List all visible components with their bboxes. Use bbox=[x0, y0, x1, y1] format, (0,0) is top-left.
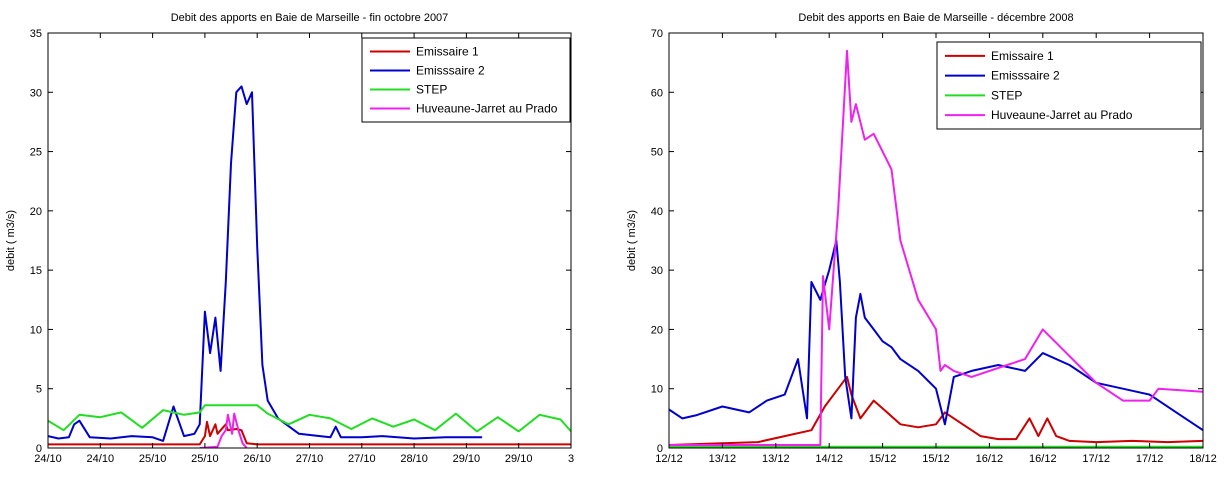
x-tick-label: 28/10 bbox=[400, 453, 428, 465]
y-tick-label: 50 bbox=[651, 147, 663, 159]
x-tick-label: 27/10 bbox=[348, 453, 376, 465]
legend-label-2: Emisssaire 2 bbox=[416, 64, 485, 78]
x-tick-label: 24/10 bbox=[34, 453, 62, 465]
y-tick-label: 5 bbox=[36, 384, 42, 396]
series-group bbox=[48, 85, 571, 448]
x-tick-label: 25/10 bbox=[191, 453, 219, 465]
x-tick-label: 25/10 bbox=[139, 453, 167, 465]
y-tick-label: 25 bbox=[30, 147, 42, 159]
legend-label-1: Emissaire 1 bbox=[991, 49, 1054, 63]
y-axis-label: debit ( m3/s) bbox=[5, 210, 17, 271]
x-tick-label: 16/12 bbox=[976, 453, 1004, 465]
y-tick-label: 70 bbox=[651, 28, 663, 40]
x-tick-label: 16/12 bbox=[1029, 453, 1057, 465]
x-tick-label: 13/12 bbox=[762, 453, 790, 465]
y-tick-label: 0 bbox=[657, 443, 663, 455]
y-tick-label: 10 bbox=[30, 324, 42, 336]
x-tick-label: 14/12 bbox=[815, 453, 843, 465]
y-tick-label: 60 bbox=[651, 87, 663, 99]
x-tick-label: 29/10 bbox=[505, 453, 533, 465]
x-tick-label: 27/10 bbox=[296, 453, 324, 465]
x-tick-label: 26/10 bbox=[243, 453, 271, 465]
x-tick-label: 13/12 bbox=[709, 453, 737, 465]
y-axis-label: debit ( m3/s) bbox=[626, 210, 638, 271]
y-tick-label: 30 bbox=[30, 87, 42, 99]
series-line-1 bbox=[669, 375, 1203, 446]
legend-label-3: STEP bbox=[416, 83, 447, 97]
series-line-4 bbox=[669, 49, 1203, 446]
x-tick-label: 15/12 bbox=[922, 453, 950, 465]
y-tick-label: 15 bbox=[30, 265, 42, 277]
legend-label-4: Huveaune-Jarret au Prado bbox=[416, 102, 558, 116]
series-line-2 bbox=[48, 85, 483, 442]
x-tick-label: 17/12 bbox=[1136, 453, 1164, 465]
legend: Emissaire 1 Emisssaire 2 STEP Huveaune-Jarr… bbox=[361, 37, 571, 123]
chart-title: Debit des apports en Baie de Marseille -… bbox=[171, 12, 449, 24]
y-tick-label: 10 bbox=[651, 384, 663, 396]
x-tick-label: 24/10 bbox=[87, 453, 115, 465]
y-tick-label: 20 bbox=[30, 206, 42, 218]
legend-label-4: Huveaune-Jarret au Prado bbox=[991, 108, 1133, 122]
series-line-3 bbox=[48, 404, 571, 433]
legend-label-3: STEP bbox=[991, 88, 1022, 102]
series-line-4 bbox=[199, 412, 248, 448]
chart-title: Debit des apports en Baie de Marseille -… bbox=[798, 12, 1073, 24]
legend-label-2: Emisssaire 2 bbox=[991, 69, 1060, 83]
x-tick-label: 17/12 bbox=[1082, 453, 1110, 465]
legend: Emissaire 1 Emisssaire 2 STEP Huveaune-Jarr… bbox=[936, 41, 1202, 130]
x-tick-label: 29/10 bbox=[453, 453, 481, 465]
series-line-2 bbox=[669, 239, 1203, 432]
x-tick-label: 18/12 bbox=[1189, 453, 1217, 465]
y-tick-label: 40 bbox=[651, 206, 663, 218]
chart-2: Debit des apports en Baie de Marseille -… bbox=[626, 12, 1217, 465]
y-tick-label: 30 bbox=[651, 265, 663, 277]
legend-label-1: Emissaire 1 bbox=[416, 45, 479, 59]
y-tick-label: 20 bbox=[651, 324, 663, 336]
y-tick-label: 35 bbox=[30, 28, 42, 40]
series-line-1 bbox=[48, 420, 571, 446]
x-tick-label: 12/12 bbox=[655, 453, 683, 465]
x-tick-label: 15/12 bbox=[869, 453, 897, 465]
chart-1: Debit des apports en Baie de Marseille -… bbox=[5, 12, 574, 465]
y-tick-label: 0 bbox=[36, 443, 42, 455]
x-tick-label: 3 bbox=[568, 453, 574, 465]
